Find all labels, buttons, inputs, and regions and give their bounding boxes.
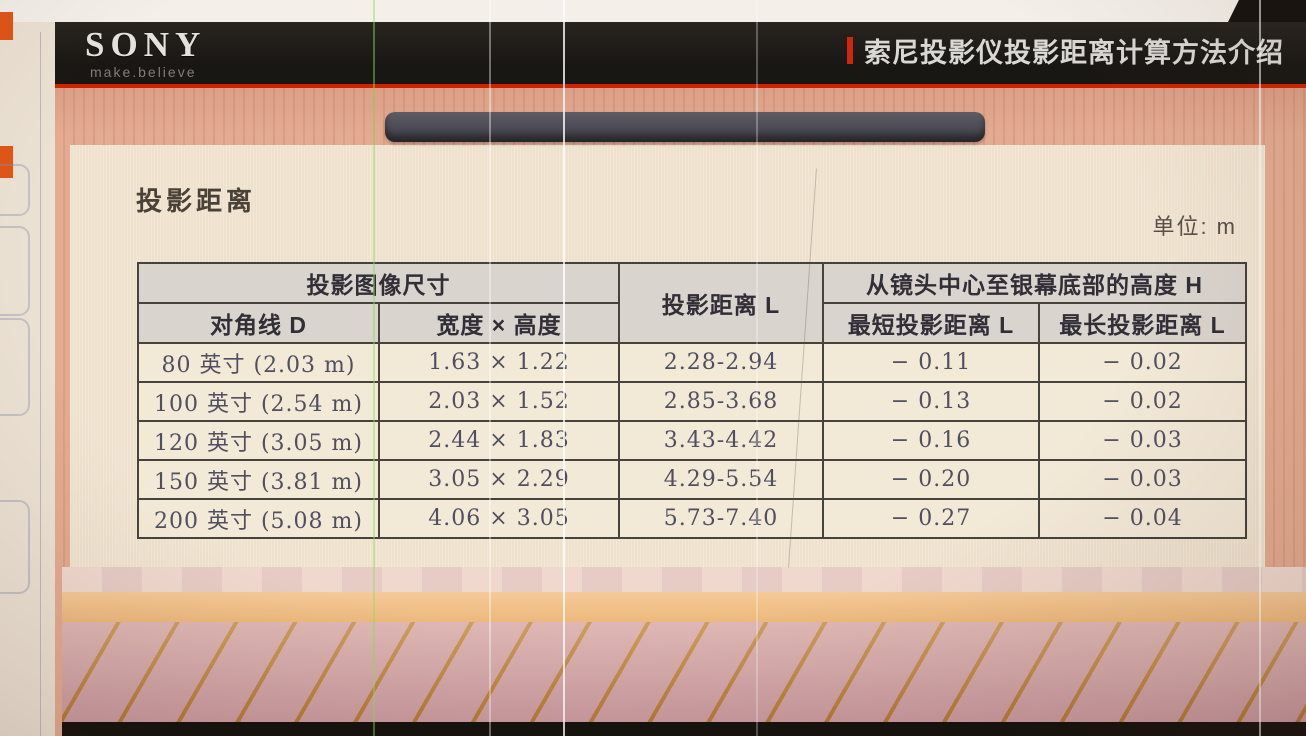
left-cropped-card — [0, 318, 30, 416]
table-header-row: 投影图像尺寸 投影距离 L 从镜头中心至银幕底部的高度 H — [137, 262, 1247, 344]
table-row: 200 英寸 (5.08 m) 4.06 × 3.05 5.73-7.40 − … — [137, 498, 1247, 539]
cell-min-h: − 0.27 — [822, 498, 1040, 539]
sony-tagline: make.believe — [90, 63, 197, 80]
wood-floor — [62, 622, 1306, 722]
table-row: 100 英寸 (2.54 m) 2.03 × 1.52 2.85-3.68 − … — [137, 381, 1247, 422]
sony-logo: SONY make.believe — [85, 27, 206, 80]
table-row: 80 英寸 (2.03 m) 1.63 × 1.22 2.28-2.94 − 0… — [137, 342, 1247, 383]
content-panel: 投影距离 单位: m 投影图像尺寸 投影距离 L 从镜头中心至银幕底部的高度 H… — [70, 145, 1265, 567]
cell-max-h: − 0.03 — [1038, 459, 1247, 500]
projector-screen-casing — [385, 112, 985, 142]
header-title-group: 索尼投影仪投影距离计算方法介绍 — [847, 31, 1284, 70]
unit-label: 单位: m — [1152, 214, 1237, 239]
cell-diagonal: 150 英寸 (3.81 m) — [137, 459, 380, 500]
table-row: 120 英寸 (3.05 m) 2.44 × 1.83 3.43-4.42 − … — [137, 420, 1247, 461]
left-cropped-card — [0, 226, 30, 316]
top-right-dark-wedge — [1228, 0, 1306, 22]
cell-width-height: 4.06 × 3.05 — [378, 498, 620, 539]
left-orange-chip — [0, 146, 13, 178]
page-left-margin — [0, 12, 55, 736]
cell-diagonal: 80 英寸 (2.03 m) — [137, 342, 380, 383]
left-edge-line — [40, 32, 41, 736]
cell-max-h: − 0.03 — [1038, 420, 1247, 461]
cell-min-h: − 0.13 — [822, 381, 1040, 422]
cell-min-h: − 0.11 — [822, 342, 1040, 383]
table-row: 150 英寸 (3.81 m) 3.05 × 2.29 4.29-5.54 − … — [137, 459, 1247, 500]
cell-width-height: 2.44 × 1.83 — [378, 420, 620, 461]
col-header-max-distance: 最长投影距离 L — [1038, 302, 1247, 344]
left-cropped-card — [0, 164, 30, 216]
cell-width-height: 3.05 × 2.29 — [378, 459, 620, 500]
floor-orange-band — [62, 592, 1306, 622]
col-group-image-size: 投影图像尺寸 — [137, 262, 620, 304]
sony-logo-text: SONY — [85, 24, 207, 64]
page-top-strip — [0, 0, 1306, 22]
col-group-lens-height: 从镜头中心至银幕底部的高度 H — [822, 262, 1247, 304]
cell-diagonal: 200 英寸 (5.08 m) — [137, 498, 380, 539]
cell-distance: 2.28-2.94 — [618, 342, 824, 383]
title-accent-bar-icon — [847, 36, 853, 64]
page-title: 索尼投影仪投影距离计算方法介绍 — [864, 37, 1284, 68]
left-orange-chip — [0, 12, 13, 40]
projection-distance-table: 投影图像尺寸 投影距离 L 从镜头中心至银幕底部的高度 H 对角线 D 宽度 ×… — [137, 262, 1247, 539]
cell-width-height: 2.03 × 1.52 — [378, 381, 620, 422]
cell-max-h: − 0.02 — [1038, 381, 1247, 422]
cell-diagonal: 100 英寸 (2.54 m) — [137, 381, 380, 422]
col-header-projection-distance: 投影距离 L — [618, 262, 824, 344]
site-header: SONY make.believe 索尼投影仪投影距离计算方法介绍 — [55, 22, 1306, 88]
cell-max-h: − 0.04 — [1038, 498, 1247, 539]
cell-min-h: − 0.16 — [822, 420, 1040, 461]
cell-diagonal: 120 英寸 (3.05 m) — [137, 420, 380, 461]
left-cropped-card — [0, 500, 30, 594]
wall-baseboard-band — [62, 567, 1306, 592]
cell-distance: 2.85-3.68 — [618, 381, 824, 422]
bottom-black-bar — [62, 722, 1306, 736]
section-title: 投影距离 — [136, 186, 257, 216]
col-header-min-distance: 最短投影距离 L — [822, 302, 1040, 344]
col-header-diagonal: 对角线 D — [137, 302, 380, 344]
cell-min-h: − 0.20 — [822, 459, 1040, 500]
cell-distance: 5.73-7.40 — [618, 498, 824, 539]
col-header-width-height: 宽度 × 高度 — [378, 302, 620, 344]
cell-max-h: − 0.02 — [1038, 342, 1247, 383]
cell-distance: 3.43-4.42 — [618, 420, 824, 461]
cell-width-height: 1.63 × 1.22 — [378, 342, 620, 383]
table-header-row: 对角线 D 宽度 × 高度 最短投影距离 L 最长投影距离 L — [137, 302, 1247, 344]
cell-distance: 4.29-5.54 — [618, 459, 824, 500]
